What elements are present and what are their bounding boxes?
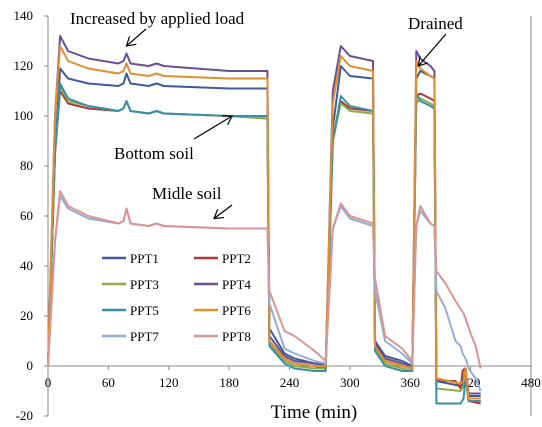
y-tick-label: 120 <box>14 58 34 73</box>
y-tick-labels: -20 0 20 40 60 80 100 120 140 <box>14 8 48 423</box>
x-tick-label: 180 <box>219 375 239 390</box>
x-axis-label: Time (min) <box>271 402 357 423</box>
y-tick-label: 140 <box>14 8 34 23</box>
annotation-arrowhead <box>222 115 234 126</box>
x-tick-label: 60 <box>102 375 115 390</box>
x-tick-label: 0 <box>45 375 52 390</box>
annotation-arrow <box>213 204 233 219</box>
legend-label-ppt8: PPT8 <box>222 329 251 344</box>
x-tick-label: 480 <box>521 375 541 390</box>
legend-label-ppt5: PPT5 <box>130 303 159 318</box>
annotation-arrow <box>417 33 447 67</box>
annotation-text: Midle soil <box>152 184 222 203</box>
series-line-ppt8 <box>47 190 482 369</box>
legend-label-ppt3: PPT3 <box>130 277 159 292</box>
y-tick-label: 60 <box>20 208 33 223</box>
y-tick-label: 100 <box>14 108 34 123</box>
series-lines <box>47 35 482 405</box>
annotation-arrowhead <box>417 56 429 67</box>
x-tick-label: 240 <box>280 375 300 390</box>
legend-label-ppt6: PPT6 <box>222 303 251 318</box>
annotation-arrowhead <box>213 208 225 220</box>
legend-label-ppt7: PPT7 <box>130 329 159 344</box>
x-tick-label: 300 <box>340 375 360 390</box>
annotation-text: Bottom soil <box>114 144 194 163</box>
y-tick-label: 20 <box>20 308 33 323</box>
x-tick-labels: 0 60 120 180 240 300 360 420 480 <box>45 366 541 390</box>
x-tick-label: 360 <box>401 375 421 390</box>
annotation-text: Increased by applied load <box>70 9 245 28</box>
y-tick-label: -20 <box>16 408 33 423</box>
annotations: Increased by applied load Drained Bottom s… <box>70 9 463 220</box>
legend-label-ppt1: PPT1 <box>130 251 159 266</box>
legend-label-ppt4: PPT4 <box>222 277 251 292</box>
series-line-ppt6 <box>47 45 481 400</box>
legend: PPT1 PPT2 PPT3 PPT4 PPT5 PPT6 PPT7 PPT8 <box>102 251 251 344</box>
annotation-text: Drained <box>408 14 463 33</box>
annotation-arrowhead <box>125 36 137 47</box>
annotation-arrow <box>193 115 233 140</box>
legend-label-ppt2: PPT2 <box>222 251 251 266</box>
y-tick-label: 80 <box>20 158 33 173</box>
annotation-arrow <box>126 28 147 47</box>
y-tick-label: 40 <box>20 258 33 273</box>
y-tick-label: 0 <box>27 358 34 373</box>
x-tick-label: 120 <box>159 375 179 390</box>
